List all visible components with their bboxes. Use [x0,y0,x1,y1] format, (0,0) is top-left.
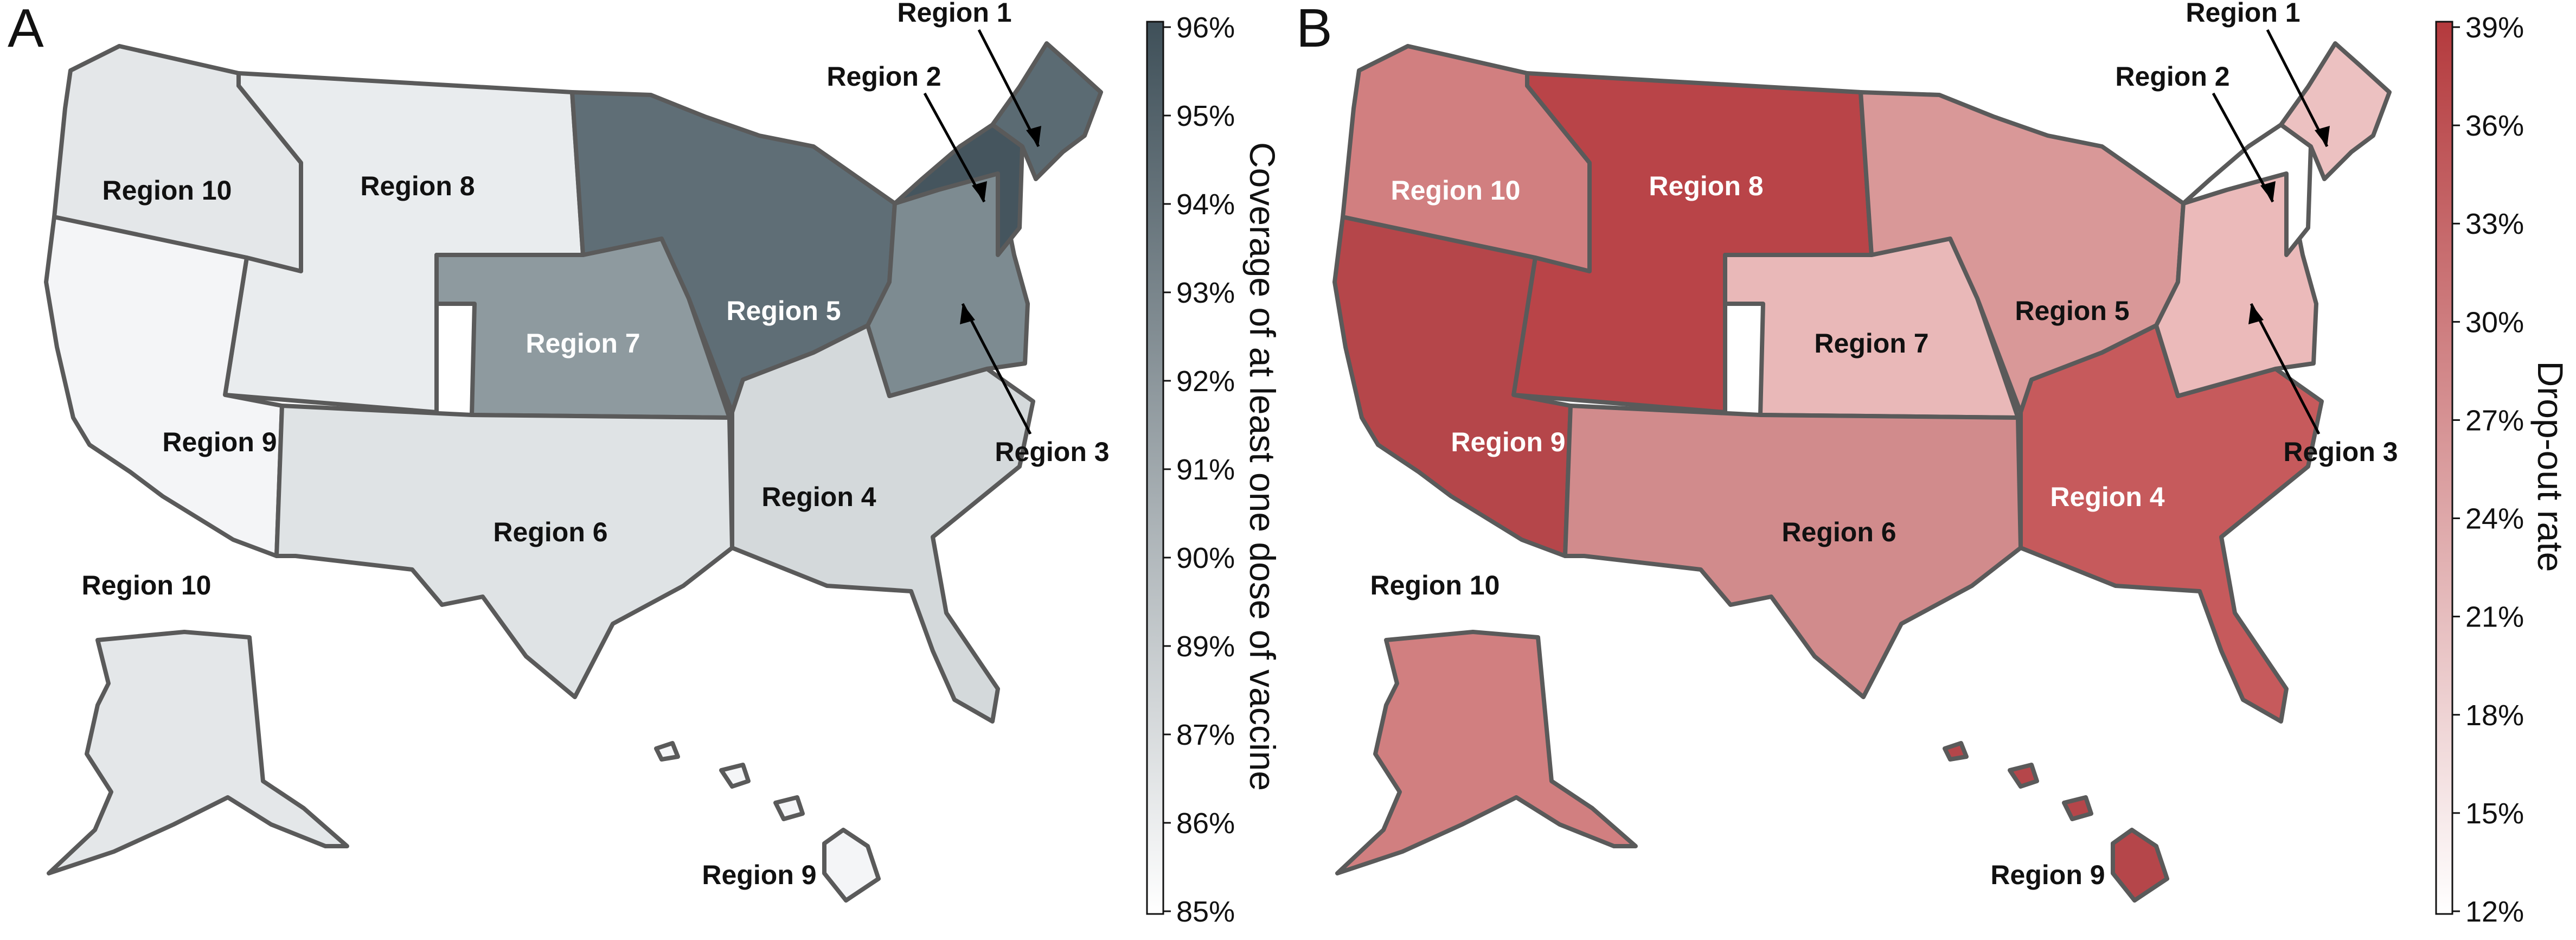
panel-a-arrow-region-3 [961,303,1032,435]
panel-a-colorbar: 96% 95% 94% 93% 92% 91% 90% 89% 87% 86% 85% Covera… [1146,11,1283,928]
panel-b-label-region-9: Region 9 [1451,427,1565,457]
panel-a-label-region-6: Region 6 [493,517,607,547]
panel-a-label-region-10: Region 10 [102,175,232,206]
panel-a-colorbar-tick-label: 90% [1176,542,1235,574]
panel-b-colorbar-tick-label: 30% [2465,306,2524,338]
panel-b-colorbar-tick-label: 27% [2465,404,2524,437]
panel-a-label-region-10-alaska: Region 10 [82,570,212,600]
panel-a-arrowhead-region-3 [960,304,975,324]
panel-b: B Region 1 Region 2 Region 3 Region 4 Re… [1296,0,2571,928]
panel-a-label-region-8: Region 8 [360,171,475,201]
panel-a-colorbar-tick-label: 91% [1176,453,1235,486]
panel-b-label-region-10-alaska: Region 10 [1370,570,1500,600]
panel-a-label-region-5: Region 5 [726,296,841,326]
panel-b-region-labels: Region 1 Region 2 Region 3 Region 4 Regi… [1370,0,2398,890]
panel-b-colorbar-tick-label: 18% [2465,699,2524,732]
panel-b-colorbar-tick-label: 12% [2465,896,2524,928]
panel-b-colorbar-title: Drop-out rate [2530,361,2571,572]
panel-a-arrow-region-2 [923,92,986,203]
panel-a-colorbar-tick-label: 86% [1176,807,1235,840]
panel-b-colorbar-tick-label: 24% [2465,503,2524,535]
panel-b-label-region-1: Region 1 [2186,0,2300,28]
panel-b-arrow-region-3 [2250,303,2321,435]
panel-a-label-region-9-hawaii: Region 9 [702,860,816,890]
panel-a-colorbar-tick-label: 89% [1176,630,1235,663]
panel-a-label-region-7: Region 7 [526,328,640,359]
panel-a-label-region-4: Region 4 [761,482,876,512]
panel-b-colorbar-tick-label: 15% [2465,797,2524,830]
panel-b-us-map [1335,43,2389,900]
panel-a-label-region-1: Region 1 [897,0,1011,28]
panel-b-map-group: Region 1 Region 2 Region 3 Region 4 Regi… [1335,0,2398,900]
panel-a-colorbar-tick-label: 85% [1176,896,1235,928]
panel-a-colorbar-tick-label: 95% [1176,100,1235,132]
panel-a-colorbar-tick-label: 87% [1176,719,1235,751]
panel-a-colorbar-tick-label: 96% [1176,11,1235,44]
panel-b-colorbar-ticks: 39% 36% 33% 30% 27% 24% 21% 18% 15% 12% [2452,11,2524,928]
panel-a-colorbar-tick-label: 93% [1176,277,1235,309]
panel-b-colorbar-tick-label: 33% [2465,208,2524,240]
panel-a-arrows [923,29,1041,435]
panel-b-arrowhead-region-1 [2315,126,2330,146]
panel-a-us-map [46,43,1101,900]
panel-a-label-region-2: Region 2 [826,61,941,92]
panel-b-arrowhead-region-3 [2248,304,2264,324]
panel-b-colorbar-bar [2435,21,2453,915]
panel-a-colorbar-bar [1146,21,1164,915]
panel-b-colorbar-tick-label: 39% [2465,11,2524,44]
panel-b-colorbar-tick-label: 36% [2465,110,2524,142]
panel-b-label-region-9-hawaii: Region 9 [1990,860,2105,890]
panel-b-label-region-8: Region 8 [1649,171,1763,201]
panel-a-region-labels: Region 1 Region 2 Region 3 Region 4 Regi… [82,0,1110,890]
panel-b-label-region-10: Region 10 [1391,175,1521,206]
panel-b-arrow-region-2 [2212,92,2274,203]
panel-a-arrowhead-region-1 [1026,126,1041,146]
panel-a-colorbar-ticks: 96% 95% 94% 93% 92% 91% 90% 89% 87% 86% 85% [1163,11,1235,928]
panel-b-arrow-region-1 [2266,29,2329,148]
panel-b-label-region-4: Region 4 [2050,482,2164,512]
panel-a-label-region-9: Region 9 [162,427,277,457]
panel-b-colorbar: 39% 36% 33% 30% 27% 24% 21% 18% 15% 12% Drop-out … [2435,11,2571,928]
panel-letter-a: A [8,0,44,59]
panel-b-colorbar-tick-label: 21% [2465,601,2524,634]
panel-b-label-region-5: Region 5 [2015,296,2129,326]
panel-b-label-region-6: Region 6 [1782,517,1896,547]
panel-a-label-region-3: Region 3 [995,437,1109,467]
panel-b-arrowhead-region-2 [2260,181,2276,202]
panel-b-label-region-7: Region 7 [1814,328,1928,359]
panel-a-arrowhead-region-2 [972,181,987,202]
panel-b-arrows [2212,29,2330,435]
panel-b-label-region-3: Region 3 [2283,437,2398,467]
panel-a: A Region 1 Region 2 Region 3 Region 4 Re… [8,0,1283,928]
panel-letter-b: B [1296,0,1332,59]
panel-a-arrow-region-1 [977,29,1040,148]
panel-a-colorbar-title: Coverage of at least one dose of vaccine [1242,142,1283,791]
panel-b-label-region-2: Region 2 [2115,61,2229,92]
panel-a-colorbar-tick-label: 94% [1176,188,1235,221]
panel-a-colorbar-tick-label: 92% [1176,365,1235,398]
